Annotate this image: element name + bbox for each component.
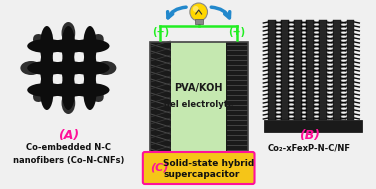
Ellipse shape [27, 39, 67, 53]
Text: (B): (B) [299, 129, 320, 142]
Ellipse shape [83, 26, 97, 66]
Ellipse shape [62, 26, 75, 66]
Bar [195, 19, 203, 24]
Text: Co-embedded N-C: Co-embedded N-C [26, 143, 111, 153]
Ellipse shape [86, 34, 104, 53]
Text: gel electrolyte: gel electrolyte [164, 100, 233, 109]
Text: (C): (C) [150, 163, 168, 173]
Ellipse shape [62, 22, 75, 44]
Ellipse shape [27, 61, 67, 75]
Ellipse shape [70, 61, 109, 75]
Text: (A): (A) [58, 129, 79, 142]
Bar [150, 42, 171, 152]
Text: (−): (−) [152, 27, 169, 37]
FancyBboxPatch shape [143, 152, 255, 184]
Ellipse shape [83, 70, 97, 110]
Bar [264, 120, 362, 132]
Text: Co₂-xFexP-N-C/NF: Co₂-xFexP-N-C/NF [268, 143, 351, 153]
Bar [281, 20, 289, 120]
Circle shape [193, 6, 199, 12]
Text: PVA/KOH: PVA/KOH [174, 83, 223, 93]
Ellipse shape [49, 83, 88, 97]
Ellipse shape [20, 61, 42, 75]
Ellipse shape [40, 48, 54, 88]
Bar [347, 20, 355, 120]
Ellipse shape [62, 48, 75, 88]
Ellipse shape [70, 83, 109, 97]
Bar [268, 20, 276, 120]
Ellipse shape [27, 83, 67, 97]
Ellipse shape [49, 61, 88, 75]
Ellipse shape [86, 84, 104, 102]
Bar [319, 20, 327, 120]
Text: Solid-state hybrid: Solid-state hybrid [164, 159, 255, 168]
Bar [226, 42, 248, 152]
Bar [294, 20, 302, 120]
Ellipse shape [70, 39, 109, 53]
Ellipse shape [62, 92, 75, 114]
Ellipse shape [40, 70, 54, 110]
Ellipse shape [49, 39, 88, 53]
Circle shape [190, 3, 208, 21]
Ellipse shape [95, 61, 117, 75]
Ellipse shape [33, 84, 51, 102]
Bar [171, 42, 226, 152]
Text: supercapacitor: supercapacitor [164, 170, 240, 179]
Ellipse shape [83, 48, 97, 88]
Text: nanofibers (Co-N-CNFs): nanofibers (Co-N-CNFs) [13, 156, 124, 164]
Ellipse shape [62, 70, 75, 110]
Bar [150, 42, 248, 152]
Ellipse shape [40, 26, 54, 66]
Bar [306, 20, 314, 120]
Text: (+): (+) [228, 27, 246, 37]
Bar [333, 20, 341, 120]
Ellipse shape [33, 34, 51, 53]
